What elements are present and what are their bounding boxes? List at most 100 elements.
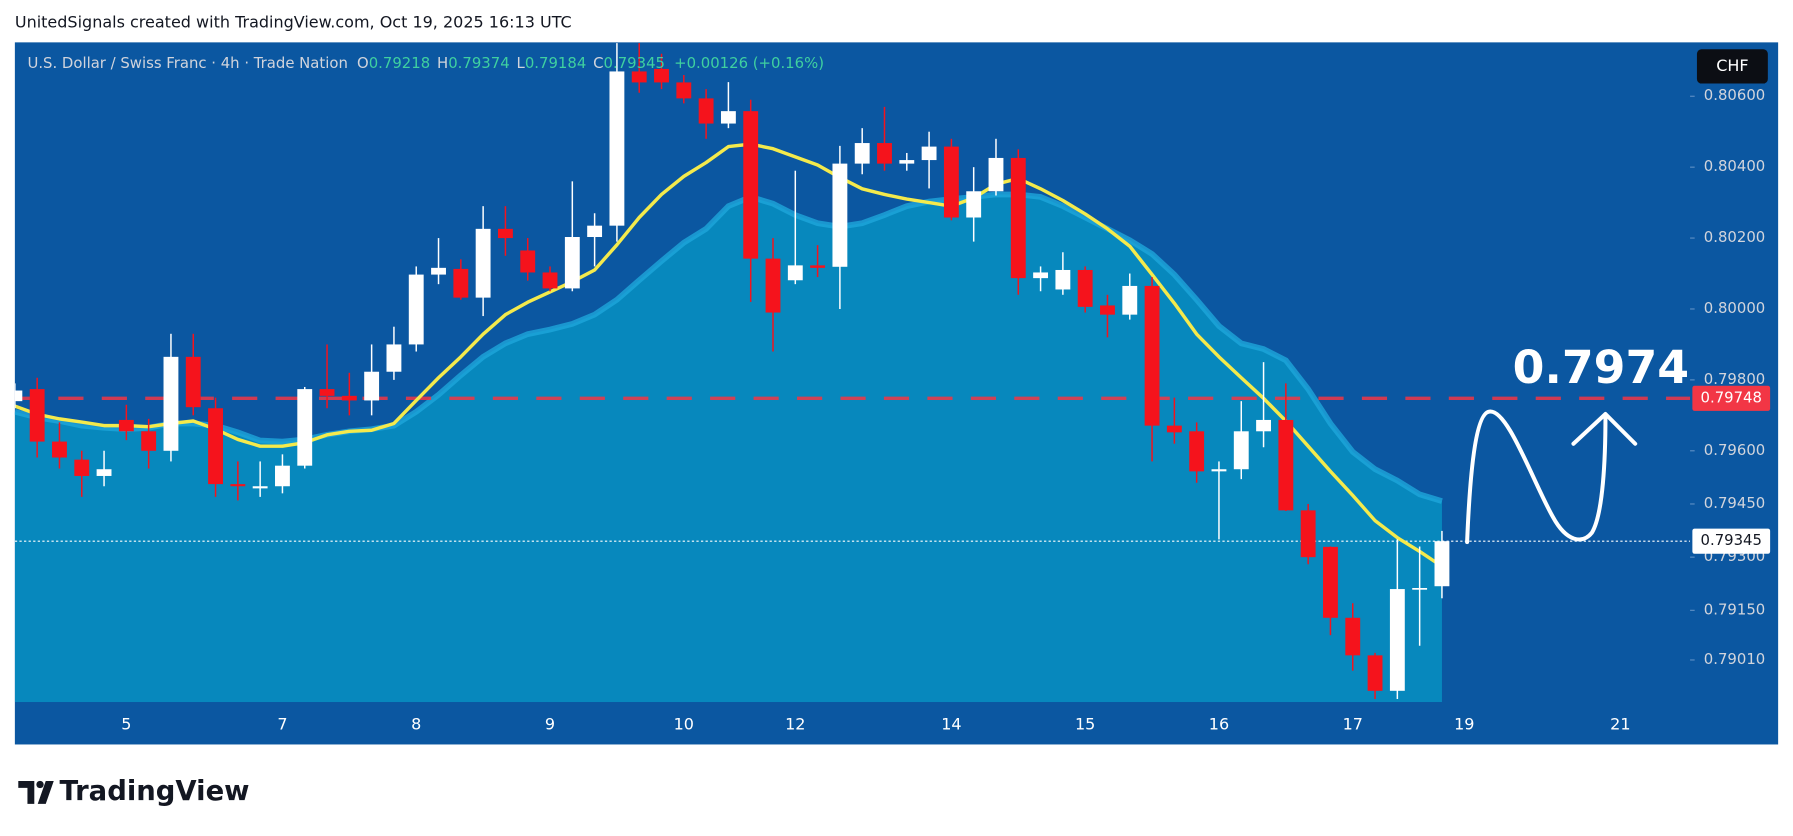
close-value: 0.79345 [604, 54, 665, 72]
candle-body [364, 371, 380, 401]
band-line [14, 191, 1443, 504]
candle-body [74, 459, 90, 476]
x-tick-label: 12 [785, 715, 805, 734]
candle-body [1144, 285, 1160, 426]
logo-mark [18, 781, 35, 804]
candle-body [1278, 419, 1294, 511]
y-tick-label: 0.79450 [1704, 494, 1765, 512]
candle-body [899, 160, 915, 164]
projection-curve [1465, 409, 1608, 545]
candle-body [877, 143, 892, 164]
candle-body [654, 68, 669, 83]
x-tick-label: 5 [121, 715, 131, 734]
candle-body [988, 157, 1004, 192]
ohlc-letter: O [357, 54, 369, 72]
candle-body [542, 272, 558, 289]
candle-body [141, 431, 157, 451]
candle-body [765, 258, 781, 313]
candle-body [1010, 157, 1026, 279]
candle-body [431, 267, 446, 275]
candle-body [163, 356, 179, 451]
candle-body [29, 389, 45, 442]
open-value: 0.79218 [369, 54, 430, 72]
candle-body [230, 484, 246, 487]
moving-average [14, 142, 1443, 568]
x-tick-label: 8 [411, 715, 421, 734]
candle-body [453, 268, 469, 298]
candle-body [743, 111, 759, 259]
plot-area [14, 43, 1691, 703]
candle-body [118, 419, 134, 432]
symbol: U.S. Dollar / Swiss Franc · 4h · Trade N… [27, 54, 347, 72]
candle-body [208, 408, 223, 485]
candle-body [631, 71, 647, 83]
candle-body [1055, 269, 1071, 290]
candle-body [341, 395, 357, 401]
candle-body [1189, 431, 1205, 472]
candle-body [1367, 655, 1383, 691]
candle-body [854, 143, 870, 164]
logo-mark [37, 781, 54, 804]
low-value: 0.79184 [525, 54, 586, 72]
y-tick-label: 0.79150 [1704, 600, 1765, 618]
candle-body [676, 82, 692, 99]
level-label-bg [1692, 385, 1771, 411]
annotation: 0.7974 [1513, 341, 1689, 394]
candle-body [1256, 419, 1271, 432]
candle-body [1412, 587, 1428, 590]
candle-body [609, 71, 625, 226]
x-tick-label: 15 [1075, 715, 1095, 734]
candle-body [1323, 546, 1338, 618]
y-tick-label: 0.80400 [1704, 157, 1765, 175]
ohlc-letter: C [593, 54, 603, 72]
x-tick-label: 16 [1209, 715, 1229, 734]
x-tick-label: 7 [277, 715, 287, 734]
candle-body [497, 228, 513, 239]
projection-arrow [1571, 411, 1638, 446]
candle-body [698, 98, 714, 124]
candle-body [1077, 269, 1093, 307]
header: UnitedSignals created with TradingView.c… [15, 12, 572, 31]
currency-badge[interactable] [1696, 49, 1768, 84]
overlay: 0.7974 U.S. Dollar / Swiss Franc · 4h · … [27, 49, 1768, 545]
x-tick-label: 19 [1454, 715, 1474, 734]
y-tick-label: 0.80000 [1704, 299, 1765, 317]
y-tick-label: 0.79800 [1704, 370, 1765, 388]
ohlc-letter: L [517, 54, 526, 72]
band-area [14, 194, 1442, 703]
candle-body [1434, 541, 1450, 587]
change: +0.00126 (+0.16%) [674, 54, 824, 72]
level-label: 0.79748 [1701, 388, 1762, 406]
candle-body [252, 486, 268, 489]
candle-body [520, 250, 536, 273]
logo-text: TradingView [59, 776, 249, 807]
y-tick-label: 0.80600 [1704, 86, 1765, 104]
candle-body [966, 191, 982, 218]
x-tick-label: 9 [545, 715, 555, 734]
last-price-label: 0.79345 [1701, 531, 1762, 549]
candle-body [408, 274, 424, 345]
x-tick-label: 17 [1343, 715, 1363, 734]
ohlc-letter: H [437, 54, 448, 72]
candle-body [14, 390, 23, 402]
candle-body [475, 228, 491, 298]
candle-body [52, 441, 67, 458]
candle-body [587, 225, 603, 238]
logo-mark [36, 780, 44, 789]
x-tick-label: 10 [674, 715, 694, 734]
candle-body [943, 146, 959, 218]
last-price-bg [1692, 528, 1771, 554]
candle-body [832, 163, 848, 267]
candle-body [386, 344, 402, 372]
high-value: 0.79374 [448, 54, 509, 72]
currency[interactable]: CHF [1716, 56, 1748, 75]
y-tick-label: 0.79010 [1704, 650, 1765, 668]
candle-body [297, 389, 313, 466]
candle-body [564, 237, 580, 289]
y-tick-label: 0.80200 [1704, 228, 1765, 246]
candle-body [1389, 589, 1405, 691]
logo: TradingView [18, 776, 250, 807]
price-axis: 5 7 8 9 10 12 14 15 16 17 19 21 0.80600 0.80400 0.8020… [121, 86, 1771, 734]
candle-body [1100, 305, 1115, 315]
